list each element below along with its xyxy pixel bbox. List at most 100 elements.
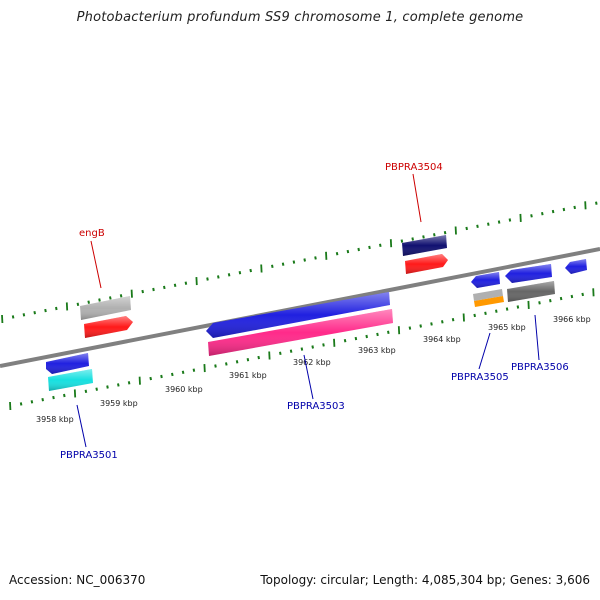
minor-tick xyxy=(235,360,239,364)
scale-label: 3960 kbp xyxy=(165,385,203,394)
minor-tick xyxy=(465,226,468,231)
leader-pbpra3504 xyxy=(412,173,422,223)
minor-tick xyxy=(368,245,371,250)
minor-tick xyxy=(408,326,412,330)
leader-pbpra3501 xyxy=(76,404,87,448)
scale-labels: 3958 kbp 3959 kbp 3960 kbp 3961 kbp 3962… xyxy=(36,315,591,424)
minor-tick xyxy=(225,362,228,366)
minor-tick xyxy=(300,347,304,351)
minor-tick xyxy=(87,300,90,304)
minor-tick xyxy=(44,308,47,313)
minor-tick xyxy=(171,372,174,377)
minor-tick xyxy=(95,387,98,391)
gene-features xyxy=(46,235,587,391)
minor-tick xyxy=(289,349,293,353)
minor-tick xyxy=(487,222,490,226)
minor-tick xyxy=(508,218,512,222)
minor-tick xyxy=(163,285,166,290)
minor-tick xyxy=(119,294,123,298)
accession-text: Accession: NC_006370 xyxy=(9,573,146,587)
minor-tick xyxy=(311,345,314,349)
label-pbpra3505[interactable]: PBPRA3505 xyxy=(451,372,509,383)
minor-tick xyxy=(11,315,15,319)
label-pbpra3506[interactable]: PBPRA3506 xyxy=(511,362,569,373)
gene-pbpra3505-arrow-shade xyxy=(471,272,500,288)
minor-tick xyxy=(33,311,36,315)
minor-tick xyxy=(562,207,566,212)
minor-tick xyxy=(422,235,425,239)
minor-tick xyxy=(541,212,544,216)
gene-labels: engB PBPRA3504 PBPRA3501 PBPRA3503 PBPRA… xyxy=(60,162,569,461)
scale-label: 3958 kbp xyxy=(36,415,74,424)
label-pbpra3501[interactable]: PBPRA3501 xyxy=(60,450,118,461)
scale-label: 3959 kbp xyxy=(100,399,138,408)
minor-tick xyxy=(505,307,509,311)
minor-tick xyxy=(106,385,109,389)
minor-tick xyxy=(217,275,220,279)
gene-pbpra3504-arrow-shade xyxy=(405,254,448,274)
minor-tick xyxy=(246,358,250,362)
minor-tick xyxy=(98,298,101,302)
minor-tick xyxy=(441,320,444,324)
minor-tick xyxy=(214,364,217,368)
scale-label: 3964 kbp xyxy=(423,335,461,344)
minor-tick xyxy=(379,243,382,247)
label-pbpra3504[interactable]: PBPRA3504 xyxy=(385,162,443,173)
minor-tick xyxy=(343,339,347,343)
minor-tick xyxy=(52,395,55,400)
gene-pbpra3505-pseudo[interactable] xyxy=(473,289,503,301)
leader-pbpra3505 xyxy=(478,332,491,370)
minor-tick xyxy=(495,309,498,313)
minor-tick xyxy=(400,239,404,243)
minor-tick xyxy=(335,252,339,256)
minor-tick xyxy=(160,374,163,379)
gene-pbpra3501-shade xyxy=(46,353,89,374)
gene-far-right-arrow-shade xyxy=(565,259,587,274)
minor-tick xyxy=(149,376,152,381)
label-engb[interactable]: engB xyxy=(79,228,105,239)
minor-tick xyxy=(551,209,555,214)
leader-pbpra3503 xyxy=(303,354,314,400)
minor-tick xyxy=(419,324,422,328)
minor-tick xyxy=(559,296,563,301)
minor-tick xyxy=(443,231,447,235)
minor-tick xyxy=(30,400,34,404)
scale-label: 3963 kbp xyxy=(358,346,396,355)
minor-tick xyxy=(451,318,455,322)
minor-tick xyxy=(346,249,350,254)
label-pbpra3503[interactable]: PBPRA3503 xyxy=(287,401,345,412)
minor-tick xyxy=(249,268,252,273)
leader-engb xyxy=(90,240,102,289)
minor-tick xyxy=(570,294,574,299)
minor-tick xyxy=(595,201,598,205)
map-title: Photobacterium profundum SS9 chromosome … xyxy=(76,10,524,25)
minor-tick xyxy=(76,302,80,306)
minor-tick xyxy=(376,332,379,337)
minor-tick xyxy=(141,289,144,294)
gene-engb-pseudo-shade xyxy=(80,296,131,320)
minor-tick xyxy=(257,355,260,360)
minor-tick xyxy=(152,287,155,292)
minor-tick xyxy=(411,237,414,241)
genome-summary-text: Topology: circular; Length: 4,085,304 bp… xyxy=(260,573,590,587)
minor-tick xyxy=(476,224,479,228)
minor-tick xyxy=(581,292,584,297)
scale-label: 3966 kbp xyxy=(553,315,591,324)
minor-tick xyxy=(281,262,285,266)
minor-tick xyxy=(538,301,541,305)
minor-tick xyxy=(271,264,274,268)
minor-tick xyxy=(173,283,177,287)
gene-pbpra3505-cds[interactable] xyxy=(474,296,504,307)
minor-tick xyxy=(109,296,112,300)
genome-backbone xyxy=(0,247,600,368)
gene-pbpra3506-bar-shade xyxy=(507,281,555,302)
minor-tick xyxy=(181,370,185,374)
minor-tick xyxy=(184,281,188,285)
minor-tick xyxy=(303,258,306,262)
minor-tick xyxy=(354,336,358,341)
minor-tick xyxy=(192,368,196,372)
minor-tick xyxy=(484,311,487,315)
minor-tick xyxy=(19,402,23,406)
leader-pbpra3506 xyxy=(534,314,540,361)
